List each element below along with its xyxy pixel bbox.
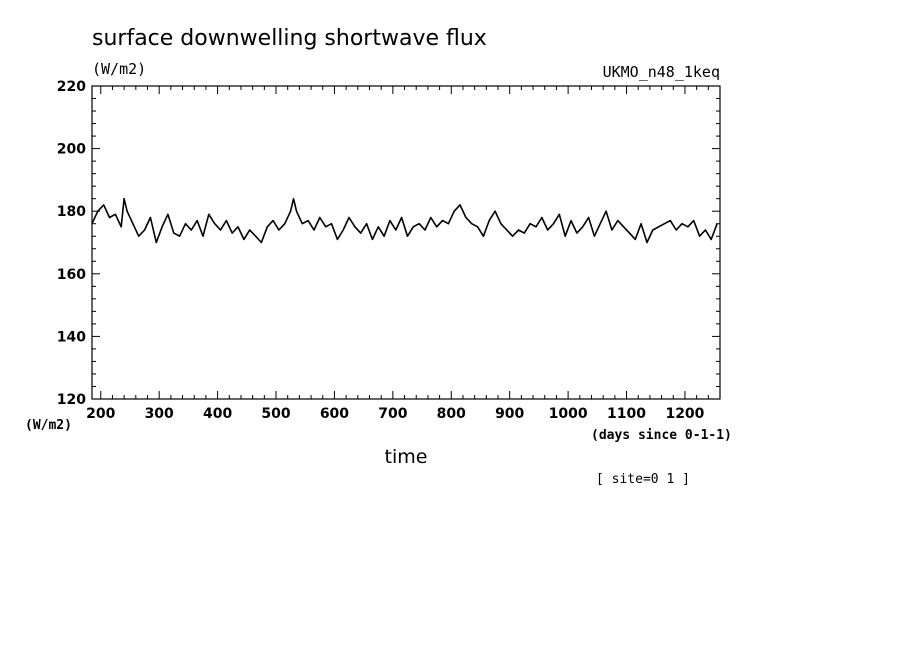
x-axis-units: (days since 0-1-1): [591, 428, 732, 443]
x-tick-label: 1100: [607, 406, 646, 422]
x-tick-label: 800: [437, 406, 466, 422]
series-line-0: [91, 197, 718, 244]
plot-frame: [91, 85, 721, 400]
y-axis-label: (W/m2): [25, 418, 72, 433]
x-tick-label: 200: [86, 406, 115, 422]
y-tick-label: 140: [57, 329, 86, 345]
x-tick-label: 1000: [549, 406, 588, 422]
x-axis-ticks: 200 300 400 500 600 700 800 900 1000 1100 1200: [86, 86, 721, 422]
x-tick-label: 900: [495, 406, 524, 422]
y-tick-label: 120: [57, 392, 86, 408]
x-axis-label: time: [385, 446, 428, 468]
x-tick-label: 1200: [665, 406, 704, 422]
title-units: (W/m2): [92, 60, 146, 78]
x-tick-label: 300: [145, 406, 174, 422]
x-tick-label: 400: [203, 406, 232, 422]
site-note: [ site=0 1 ]: [596, 472, 690, 487]
model-label: UKMO_n48_1keq: [603, 63, 720, 81]
chart-title: surface downwelling shortwave flux: [92, 26, 487, 51]
x-tick-label: 600: [320, 406, 349, 422]
y-axis-ticks: 120 140 160 180 200 220: [57, 79, 720, 408]
x-tick-label: 500: [261, 406, 290, 422]
series-group: [91, 197, 718, 244]
y-tick-label: 180: [57, 204, 86, 220]
y-tick-label: 200: [57, 142, 86, 158]
y-tick-label: 160: [57, 267, 86, 283]
y-tick-label: 220: [57, 79, 86, 95]
x-tick-label: 700: [378, 406, 407, 422]
